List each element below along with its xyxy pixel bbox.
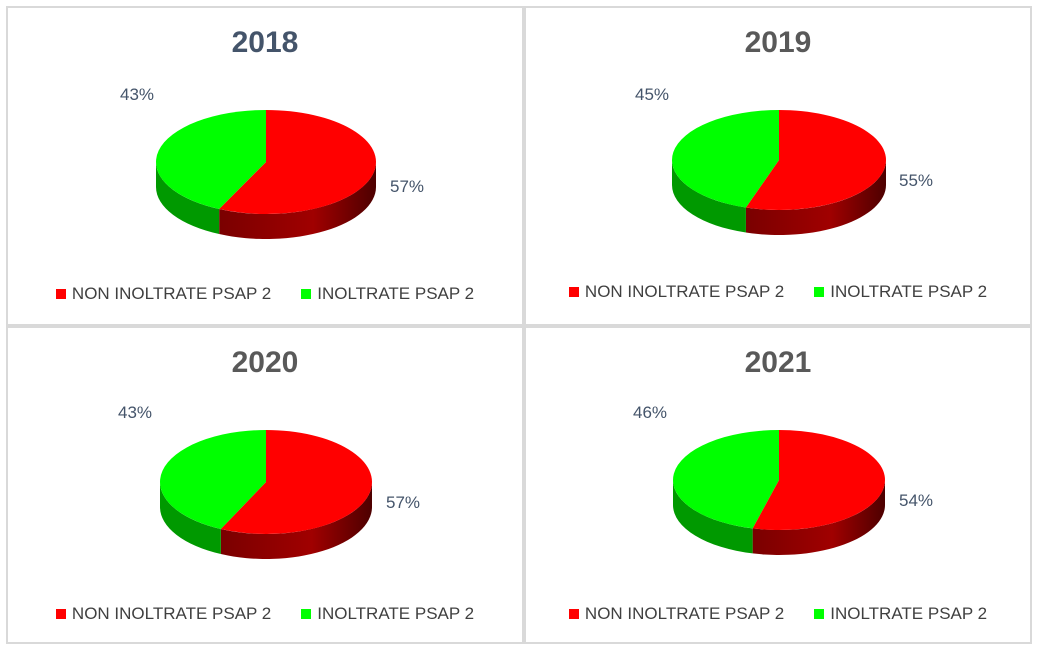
legend-swatch bbox=[568, 609, 579, 619]
pie-side-inoltrate bbox=[673, 480, 753, 554]
legend-swatch bbox=[301, 609, 312, 619]
chart-title: 2019 bbox=[744, 26, 812, 59]
legend-label: NON INOLTRATE PSAP 2 bbox=[584, 604, 785, 623]
chart-panel-2021: 2021 54% 46% NON INOLTRATE PSAP 2 INOLTRA… bbox=[524, 326, 1032, 644]
pie-side-inoltrate bbox=[672, 160, 746, 233]
legend-swatch bbox=[55, 609, 66, 619]
pie-slice-non-inoltrate bbox=[220, 430, 373, 534]
data-label-non-inoltrate: 57% bbox=[386, 493, 420, 512]
legend-item-inoltrate: INOLTRATE PSAP 2 bbox=[301, 284, 474, 304]
pie-side-non-inoltrate bbox=[745, 160, 886, 235]
legend-label: INOLTRATE PSAP 2 bbox=[317, 284, 475, 303]
pie-side-non-inoltrate bbox=[219, 162, 376, 239]
legend-item-inoltrate: INOLTRATE PSAP 2 bbox=[301, 604, 474, 624]
chart-panel-2019: 2019 55% 45% NON INOLTRATE PSAP 2 INOLTRA… bbox=[524, 6, 1032, 326]
pie-chart-2019: 55% 45% bbox=[635, 85, 933, 235]
legend-label: INOLTRATE PSAP 2 bbox=[317, 604, 475, 623]
chart-panel-2020: 2020 57% 43% NON INOLTRATE PSAP 2 INOLTRA… bbox=[6, 326, 524, 644]
legend-label: NON INOLTRATE PSAP 2 bbox=[71, 604, 272, 623]
legend-label: NON INOLTRATE PSAP 2 bbox=[584, 282, 785, 301]
pie-side-inoltrate bbox=[156, 162, 220, 235]
legend: NON INOLTRATE PSAP 2 INOLTRATE PSAP 2 bbox=[8, 284, 522, 304]
legend-swatch bbox=[814, 609, 825, 619]
pie-slice-inoltrate bbox=[672, 110, 779, 208]
pie-side-non-inoltrate bbox=[752, 480, 885, 555]
pie-slice-non-inoltrate bbox=[752, 430, 885, 530]
legend-swatch bbox=[814, 287, 825, 297]
legend: NON INOLTRATE PSAP 2 INOLTRATE PSAP 2 bbox=[8, 604, 522, 624]
legend-swatch bbox=[55, 289, 66, 299]
chart-title: 2021 bbox=[744, 346, 812, 379]
data-label-inoltrate: 43% bbox=[118, 403, 152, 422]
legend: NON INOLTRATE PSAP 2 INOLTRATE PSAP 2 bbox=[526, 282, 1030, 302]
legend-item-non-inoltrate: NON INOLTRATE PSAP 2 bbox=[55, 604, 272, 624]
legend-item-non-inoltrate: NON INOLTRATE PSAP 2 bbox=[568, 604, 785, 624]
pie-slice-inoltrate bbox=[673, 430, 779, 529]
chart-title: 2018 bbox=[231, 26, 299, 59]
legend-swatch bbox=[301, 289, 312, 299]
pie-chart-2018: 57% 43% bbox=[120, 85, 424, 239]
pie-slice-inoltrate bbox=[160, 430, 266, 530]
pie-side-non-inoltrate bbox=[220, 482, 372, 559]
pie-side-inoltrate bbox=[160, 482, 221, 555]
legend-label: INOLTRATE PSAP 2 bbox=[830, 604, 988, 623]
legend-label: INOLTRATE PSAP 2 bbox=[830, 282, 988, 301]
pie-slice-non-inoltrate bbox=[219, 110, 376, 214]
data-label-inoltrate: 43% bbox=[120, 85, 154, 104]
legend-item-non-inoltrate: NON INOLTRATE PSAP 2 bbox=[55, 284, 272, 304]
legend-item-inoltrate: INOLTRATE PSAP 2 bbox=[814, 282, 987, 302]
data-label-inoltrate: 45% bbox=[635, 85, 669, 104]
pie-chart-2020: 57% 43% bbox=[118, 403, 420, 559]
legend-item-inoltrate: INOLTRATE PSAP 2 bbox=[814, 604, 987, 624]
chart-title: 2020 bbox=[231, 346, 299, 379]
pie-slice-inoltrate bbox=[155, 110, 266, 210]
legend-item-non-inoltrate: NON INOLTRATE PSAP 2 bbox=[568, 282, 785, 302]
pie-chart-2021: 54% 46% bbox=[633, 403, 933, 555]
data-label-inoltrate: 46% bbox=[633, 403, 667, 422]
pie-slice-non-inoltrate bbox=[745, 110, 886, 210]
chart-panel-2018: 2018 57% 43% NON INOLTRATE PSAP 2 INOLTRA… bbox=[6, 6, 524, 326]
legend-label: NON INOLTRATE PSAP 2 bbox=[71, 284, 272, 303]
data-label-non-inoltrate: 55% bbox=[899, 171, 933, 190]
legend: NON INOLTRATE PSAP 2 INOLTRATE PSAP 2 bbox=[526, 604, 1030, 624]
data-label-non-inoltrate: 54% bbox=[899, 491, 933, 510]
data-label-non-inoltrate: 57% bbox=[390, 177, 424, 196]
legend-swatch bbox=[568, 287, 579, 297]
